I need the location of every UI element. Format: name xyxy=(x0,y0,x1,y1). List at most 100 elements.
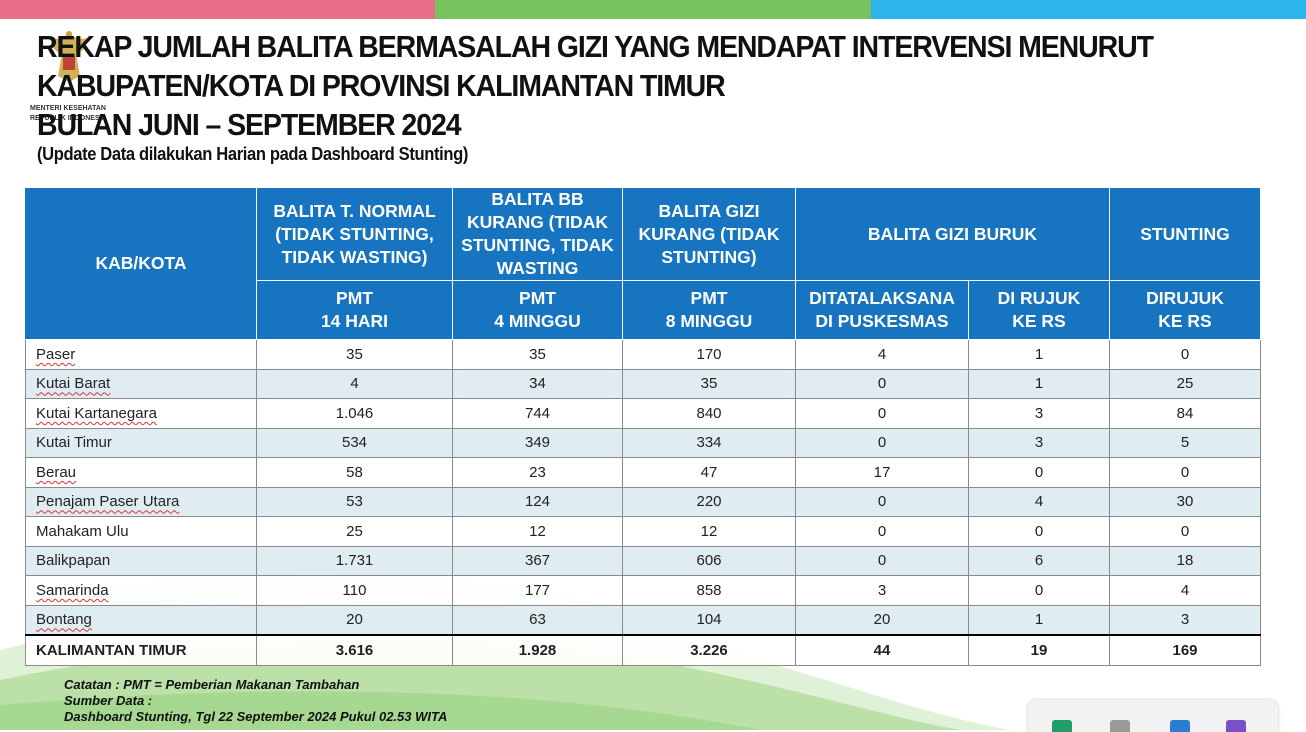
cell-value: 34 xyxy=(452,368,623,399)
cell-value: 58 xyxy=(256,457,453,488)
row-name: Kutai Kartanegara xyxy=(25,398,257,429)
table-row: Mahakam Ulu 25 12 12 0 0 0 xyxy=(25,516,1261,547)
total-value: 3.226 xyxy=(622,634,796,666)
cell-value: 0 xyxy=(1109,457,1261,488)
cell-value: 177 xyxy=(452,575,623,606)
media-app-icon[interactable] xyxy=(1226,720,1246,732)
total-value: 44 xyxy=(795,634,969,666)
cell-value: 4 xyxy=(256,368,453,399)
cell-value: 63 xyxy=(452,604,623,636)
cell-value: 23 xyxy=(452,457,623,488)
cell-value: 35 xyxy=(452,339,623,370)
logo-line-2: REPUBLIK INDONESIA xyxy=(30,115,107,122)
header-row-top: KAB/KOTA BALITA T. NORMAL (TIDAK STUNTIN… xyxy=(25,187,1261,340)
cell-value: 0 xyxy=(1109,516,1261,547)
cell-value: 18 xyxy=(1109,545,1261,576)
cell-value: 4 xyxy=(968,486,1110,517)
cell-value: 84 xyxy=(1109,398,1261,429)
cell-value: 0 xyxy=(795,398,969,429)
cell-value: 1 xyxy=(968,339,1110,370)
table-row: Kutai Barat 4 34 35 0 1 25 xyxy=(25,368,1261,399)
total-row-name: KALIMANTAN TIMUR xyxy=(25,634,257,666)
cell-value: 4 xyxy=(795,339,969,370)
word-app-icon[interactable] xyxy=(1170,720,1190,732)
garuda-emblem-icon xyxy=(50,31,88,82)
cell-value: 0 xyxy=(795,545,969,576)
header-balita-normal: BALITA T. NORMAL (TIDAK STUNTING, TIDAK … xyxy=(256,187,453,281)
cell-value: 12 xyxy=(622,516,796,547)
note-line-2: Sumber Data : xyxy=(64,693,153,708)
row-name: Paser xyxy=(25,339,257,370)
subheader-dirujuk-stunting: DIRUJUK KE RS xyxy=(1109,280,1261,340)
cell-value: 1.731 xyxy=(256,545,453,576)
subheader-pmt-8-minggu: PMT 8 MINGGU xyxy=(622,280,796,340)
cell-value: 12 xyxy=(452,516,623,547)
cell-value: 0 xyxy=(795,427,969,458)
subheader-pmt-14-hari: PMT 14 HARI xyxy=(256,280,453,340)
note-line-3: Dashboard Stunting, Tgl 22 September 202… xyxy=(64,709,448,724)
row-name: Berau xyxy=(25,457,257,488)
spreadsheet-app-icon[interactable] xyxy=(1052,720,1072,732)
table-row: Kutai Timur 534 349 334 0 3 5 xyxy=(25,427,1261,458)
table-row: Penajam Paser Utara 53 124 220 0 4 30 xyxy=(25,486,1261,517)
table-row: Bontang 20 63 104 20 1 3 xyxy=(25,604,1261,636)
cell-value: 0 xyxy=(795,368,969,399)
cell-value: 17 xyxy=(795,457,969,488)
cell-value: 25 xyxy=(256,516,453,547)
subheader-di-rujuk: DI RUJUK KE RS xyxy=(968,280,1110,340)
cell-value: 170 xyxy=(622,339,796,370)
row-name: Kutai Timur xyxy=(25,427,257,458)
cell-value: 367 xyxy=(452,545,623,576)
cell-value: 3 xyxy=(968,427,1110,458)
cell-value: 3 xyxy=(968,398,1110,429)
cell-value: 5 xyxy=(1109,427,1261,458)
cell-value: 110 xyxy=(256,575,453,606)
title-line-1: REKAP JUMLAH BALITA BERMASALAH GIZI YANG… xyxy=(37,29,1154,64)
title-line-2: KABUPATEN/KOTA DI PROVINSI KALIMANTAN TI… xyxy=(37,68,726,103)
cell-value: 0 xyxy=(795,486,969,517)
table-row: Samarinda 110 177 858 3 0 4 xyxy=(25,575,1261,606)
cell-value: 334 xyxy=(622,427,796,458)
header-balita-gizi-kurang: BALITA GIZI KURANG (TIDAK STUNTING) xyxy=(622,187,796,281)
logo-line-1: MENTERI KESEHATAN xyxy=(30,105,106,112)
subheader-pmt-4-minggu: PMT 4 MINGGU xyxy=(452,280,623,340)
page-title: REKAP JUMLAH BALITA BERMASALAH GIZI YANG… xyxy=(37,27,1154,144)
stripe-cyan xyxy=(870,0,1306,19)
top-color-stripe xyxy=(0,0,1306,19)
table-row: Paser 35 35 170 4 1 0 xyxy=(25,339,1261,370)
cell-value: 840 xyxy=(622,398,796,429)
logo-caption: MENTERI KESEHATAN REPUBLIK INDONESIA xyxy=(30,104,107,124)
cell-value: 6 xyxy=(968,545,1110,576)
cell-value: 20 xyxy=(795,604,969,636)
source-notes: Catatan : PMT = Pemberian Makanan Tambah… xyxy=(64,677,447,725)
total-value: 3.616 xyxy=(256,634,453,666)
ministry-logo: MENTERI KESEHATAN REPUBLIK INDONESIA xyxy=(30,26,122,126)
subheader-ditatalaksana: DITATALAKSANA DI PUSKESMAS xyxy=(795,280,969,340)
header-kab-kota: KAB/KOTA xyxy=(25,187,257,340)
cell-value: 0 xyxy=(968,457,1110,488)
presentation-app-icon[interactable] xyxy=(1110,720,1130,732)
cell-value: 1 xyxy=(968,368,1110,399)
cell-value: 4 xyxy=(1109,575,1261,606)
nutrition-intervention-table: KAB/KOTA BALITA T. NORMAL (TIDAK STUNTIN… xyxy=(25,187,1261,666)
table-row: Berau 58 23 47 17 0 0 xyxy=(25,457,1261,488)
cell-value: 53 xyxy=(256,486,453,517)
cell-value: 220 xyxy=(622,486,796,517)
cell-value: 534 xyxy=(256,427,453,458)
cell-value: 25 xyxy=(1109,368,1261,399)
cell-value: 35 xyxy=(256,339,453,370)
row-name: Balikpapan xyxy=(25,545,257,576)
taskbar-dock xyxy=(1028,700,1278,732)
stripe-green xyxy=(435,0,871,19)
cell-value: 858 xyxy=(622,575,796,606)
cell-value: 606 xyxy=(622,545,796,576)
table-row: Kutai Kartanegara 1.046 744 840 0 3 84 xyxy=(25,398,1261,429)
cell-value: 3 xyxy=(1109,604,1261,636)
cell-value: 349 xyxy=(452,427,623,458)
total-value: 19 xyxy=(968,634,1110,666)
row-name: Mahakam Ulu xyxy=(25,516,257,547)
total-value: 1.928 xyxy=(452,634,623,666)
cell-value: 1.046 xyxy=(256,398,453,429)
cell-value: 124 xyxy=(452,486,623,517)
cell-value: 1 xyxy=(968,604,1110,636)
